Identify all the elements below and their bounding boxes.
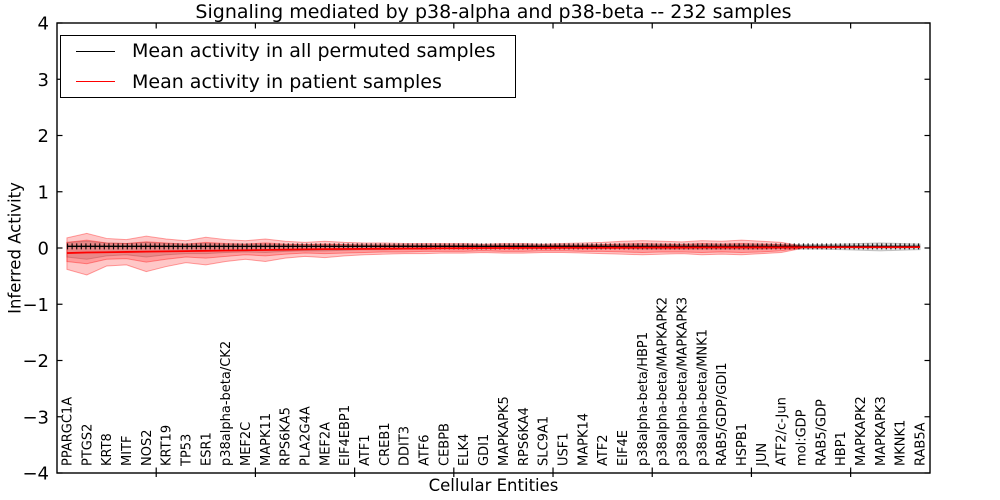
x-tick-label: ESR1	[199, 432, 214, 466]
patient-line-sample	[76, 81, 115, 83]
y-axis-label: Inferred Activity	[5, 182, 25, 314]
x-tick-label: MAPKAPK2	[854, 396, 869, 466]
x-tick-label: ATF2/c-Jun	[775, 397, 790, 466]
legend-label-permuted: Mean activity in all permuted samples	[132, 40, 496, 63]
x-tick-label: MEF2C	[239, 422, 254, 466]
x-tick-label: RAB5A	[914, 422, 929, 466]
y-tick-label: −4	[22, 464, 49, 485]
y-tick-label: 0	[38, 239, 49, 260]
x-tick-label: PPARGC1A	[60, 397, 75, 466]
x-tick-label: p38alpha-beta/HBP1	[636, 332, 651, 466]
x-tick-label: CREB1	[378, 422, 393, 466]
x-tick-label: USF1	[556, 432, 571, 466]
x-tick-label: EIF4EBP1	[338, 405, 353, 466]
x-tick-label: DDIT3	[398, 426, 413, 466]
x-tick-label: MAPK14	[576, 413, 591, 466]
x-tick-label: HSPB1	[735, 423, 750, 466]
x-tick-label: p38alpha-beta/CK2	[219, 341, 234, 466]
x-tick-label: ATF6	[418, 434, 433, 466]
x-tick-label: ELK4	[457, 434, 472, 466]
x-tick-label: PTGS2	[80, 424, 95, 466]
legend-entry-permuted: Mean activity in all permuted samples	[61, 36, 515, 66]
x-tick-label: PLA2G4A	[299, 406, 314, 466]
x-tick-label: MAPK11	[259, 413, 274, 466]
x-tick-label: KRT19	[160, 425, 175, 466]
x-tick-label: HBP1	[834, 431, 849, 466]
x-tick-label: GDI1	[477, 434, 492, 466]
x-tick-label: p38alpha-beta/MNK1	[695, 329, 710, 466]
x-tick-label: MEF2A	[318, 422, 333, 466]
x-tick-label: TP53	[179, 434, 194, 467]
x-tick-label: KRT8	[100, 433, 115, 466]
x-tick-label: MITF	[120, 436, 135, 466]
x-tick-label: RPS6KA4	[517, 407, 532, 466]
y-tick-label: −1	[22, 295, 49, 316]
x-axis-label: Cellular Entities	[428, 476, 559, 495]
x-tick-label: MAPKAPK5	[497, 396, 512, 466]
y-tick-label: 3	[38, 70, 49, 91]
legend: Mean activity in all permuted samples Me…	[60, 35, 516, 98]
x-tick-label: RAB5/GDP	[814, 399, 829, 466]
x-tick-label: RPS6KA5	[279, 407, 294, 466]
x-tick-label: MAPKAPK3	[874, 396, 889, 466]
x-tick-label: NOS2	[140, 430, 155, 466]
x-tick-label: mol:GDP	[795, 409, 810, 466]
y-tick-label: 4	[38, 14, 49, 35]
legend-label-patient: Mean activity in patient samples	[132, 70, 442, 93]
patient-series-line	[66, 246, 921, 254]
x-tick-label: JUN	[755, 443, 770, 467]
x-tick-label: p38alpha-beta/MAPKAPK2	[656, 297, 671, 466]
y-tick-label: 1	[38, 182, 49, 203]
patient-samples-outer-band	[66, 232, 802, 276]
x-tick-label: p38alpha-beta/MAPKAPK3	[675, 297, 690, 466]
x-tick-label: CEBPB	[437, 423, 452, 466]
x-tick-label: SLC9A1	[537, 416, 552, 466]
x-tick-label: RAB5/GDP/GDI1	[715, 363, 730, 466]
legend-entry-patient: Mean activity in patient samples	[61, 67, 515, 97]
x-tick-label: ATF1	[358, 434, 373, 466]
chart-title: Signaling mediated by p38-alpha and p38-…	[195, 1, 792, 23]
y-tick-label: −2	[22, 351, 49, 372]
y-tick-label: 2	[38, 126, 49, 147]
x-tick-label: EIF4E	[616, 430, 631, 466]
permuted-line-sample	[76, 50, 115, 52]
x-tick-label: ATF2	[596, 434, 611, 466]
y-tick-label: −3	[22, 407, 49, 428]
x-tick-label: MKNK1	[894, 420, 909, 466]
